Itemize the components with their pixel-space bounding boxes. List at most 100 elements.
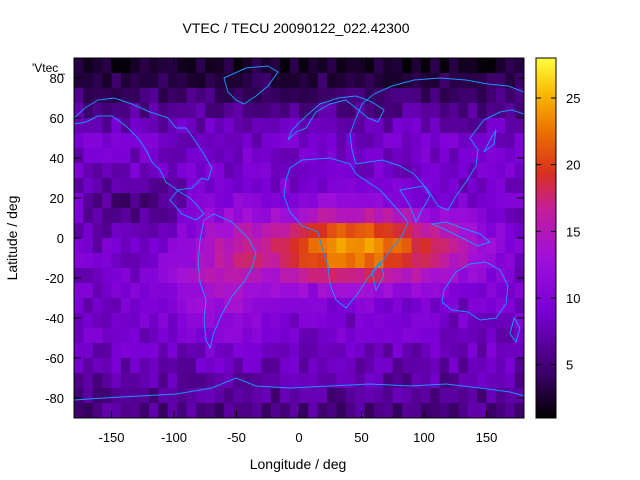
heatmap-cell [74,88,84,104]
heatmap-cell [355,133,366,149]
heatmap-cell [224,73,234,89]
heatmap-cell [92,178,103,194]
heatmap-cell [420,373,431,389]
heatmap-cell [74,388,84,404]
heatmap-cell [486,298,497,314]
heatmap-cell [449,298,459,314]
heatmap-cell [317,133,328,149]
heatmap-cell [167,118,178,134]
heatmap-cell [420,343,431,359]
heatmap-cell [439,373,450,389]
heatmap-cell [270,343,281,359]
heatmap-cell [364,178,375,194]
heatmap-cell [392,253,403,269]
heatmap-cell [92,118,103,134]
heatmap-cell [111,223,122,239]
heatmap-cell [458,343,469,359]
heatmap-cell [195,103,206,119]
heatmap-cell [299,403,309,418]
heatmap-cell [214,403,225,418]
y-axis-ticks: -80 -60 -40 -20 0 20 40 60 80 [45,71,524,406]
heatmap-cell [158,328,169,344]
heatmap-cell [495,328,506,344]
heatmap-cell [449,163,459,179]
heatmap-cell [167,238,178,254]
heatmap-cell [177,193,188,209]
heatmap-cell [130,313,141,329]
heatmap-cell [252,163,263,179]
coast-africa [283,157,409,309]
heatmap-cell [167,283,178,299]
heatmap-cell [252,388,263,404]
heatmap-cell [186,103,197,119]
heatmap-cell [458,373,469,389]
heatmap-cell [439,238,450,254]
heatmap-cell [224,283,234,299]
heatmap-cell [449,238,459,254]
heatmap-cell [158,208,169,224]
heatmap-cell [430,388,441,404]
heatmap-cell [224,298,234,314]
heatmap-cell [355,178,366,194]
heatmap-cell [167,313,178,329]
heatmap-cell [439,208,450,224]
heatmap-cell [177,268,188,284]
heatmap-cell [317,253,328,269]
heatmap-cell [327,148,338,164]
heatmap-cell [111,283,122,299]
heatmap-cell [514,328,524,344]
heatmap-cell [514,313,524,329]
heatmap-cell [214,283,225,299]
heatmap-cell [111,193,122,209]
heatmap-cell [158,148,169,164]
heatmap-cell [102,403,113,418]
heatmap-cell [327,343,338,359]
heatmap-cell [467,253,478,269]
heatmap-cell [242,223,253,239]
heatmap-cell [280,88,291,104]
colorbar-tick-label: 10 [566,291,580,306]
heatmap-cell [74,238,84,254]
heatmap-cell [317,358,328,374]
y-tick-label: 80 [50,71,64,86]
heatmap-cell [186,223,197,239]
heatmap-cell [299,298,309,314]
heatmap-cell [186,238,197,254]
x-tick-label: 100 [413,430,435,445]
heatmap-cell [205,283,216,299]
heatmap-cell [355,58,366,74]
heatmap-cell [224,148,234,164]
heatmap-cell [336,103,347,119]
heatmap-cell [83,268,94,284]
heatmap-cell [477,268,488,284]
heatmap-cell [158,358,169,374]
heatmap-cell [327,388,338,404]
heatmap-cell [242,193,253,209]
heatmap-cell [411,133,422,149]
heatmap-cell [420,58,431,74]
heatmap-cell [383,253,394,269]
heatmap-cell [205,268,216,284]
heatmap-cell [149,373,159,389]
heatmap-cell [289,403,300,418]
heatmap-cell [514,298,524,314]
heatmap-cell [477,178,488,194]
heatmap-cell [270,253,281,269]
heatmap-cell [102,178,113,194]
heatmap-cell [317,208,328,224]
heatmap-cell [374,298,384,314]
heatmap-cell [102,388,113,404]
heatmap-cell [233,193,244,209]
chart-title: VTEC / TECU 20090122_022.42300 [182,20,409,36]
heatmap-cell [467,403,478,418]
heatmap-cell [486,358,497,374]
heatmap-cell [467,223,478,239]
heatmap-cell [92,328,103,344]
heatmap-cell [158,403,169,418]
heatmap-cell [242,73,253,89]
heatmap-cell [327,73,338,89]
heatmap-cell [458,238,469,254]
heatmap-cell [392,313,403,329]
heatmap-cell [439,388,450,404]
